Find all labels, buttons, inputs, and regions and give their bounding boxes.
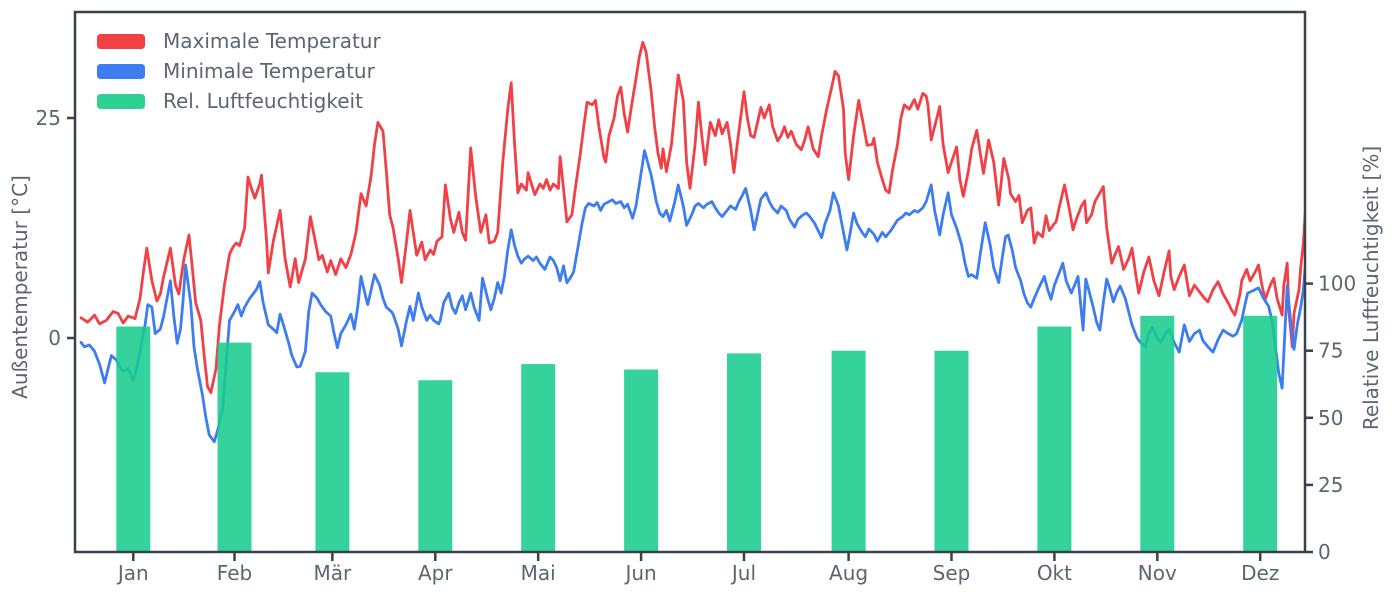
legend-label: Minimale Temperatur [163, 59, 376, 83]
y-right-tick-label: 0 [1318, 540, 1331, 564]
y-right-tick-label: 100 [1318, 272, 1356, 296]
humidity-bar [315, 372, 350, 552]
y-axis-right: 0 25 50 75 100 Relative Luftfeuchtigkeit [%] [1305, 146, 1383, 564]
humidity-bar [1140, 315, 1175, 552]
x-tick-label: Jun [623, 561, 656, 585]
x-tick-label: Mai [521, 561, 556, 585]
y-left-tick-label: 25 [36, 106, 61, 130]
x-tick-label: Aug [829, 561, 868, 585]
y-right-tick-label: 75 [1318, 339, 1343, 363]
x-axis: Jan Feb Mär Apr Mai Jun Jul Aug Sep Okt Nov Dez [116, 553, 1279, 585]
humidity-bar [831, 350, 866, 552]
x-tick-label: Feb [217, 561, 252, 585]
x-tick-label: Jul [730, 561, 756, 585]
x-tick-label: Nov [1138, 561, 1177, 585]
y-axis-left: 0 25 Außentemperatur [°C] [8, 106, 75, 399]
humidity-bar [624, 369, 659, 552]
y-right-axis-title: Relative Luftfeuchtigkeit [%] [1359, 146, 1383, 430]
humidity-bar [217, 342, 252, 552]
humidity-bar [1037, 326, 1072, 552]
y-right-tick-label: 50 [1318, 406, 1343, 430]
legend-swatch [97, 34, 145, 49]
legend-swatch [97, 94, 145, 109]
max-temp-line [79, 40, 1305, 395]
legend-label: Maximale Temperatur [163, 29, 381, 53]
x-tick-label: Okt [1037, 561, 1072, 585]
x-tick-label: Dez [1241, 561, 1279, 585]
y-right-tick-label: 25 [1318, 473, 1343, 497]
legend-label: Rel. Luftfeuchtigkeit [163, 89, 363, 113]
plot-area [79, 40, 1305, 552]
humidity-bar [418, 380, 453, 552]
legend-swatch [97, 64, 145, 79]
x-tick-label: Mär [313, 561, 352, 585]
x-tick-label: Sep [933, 561, 971, 585]
humidity-bar [727, 353, 761, 552]
humidity-bar [521, 364, 556, 552]
y-left-tick-label: 0 [48, 326, 61, 350]
humidity-bar [1243, 315, 1278, 552]
y-left-axis-title: Außentemperatur [°C] [8, 175, 32, 399]
humidity-bar [116, 326, 151, 552]
plot-border [73, 10, 1307, 554]
legend: Maximale Temperatur Minimale Temperatur Re… [97, 29, 381, 113]
x-tick-label: Jan [116, 561, 149, 585]
humidity-bars [116, 315, 1278, 552]
x-tick-label: Apr [418, 561, 453, 585]
min-temp-line [79, 149, 1305, 444]
humidity-bar [934, 350, 969, 552]
